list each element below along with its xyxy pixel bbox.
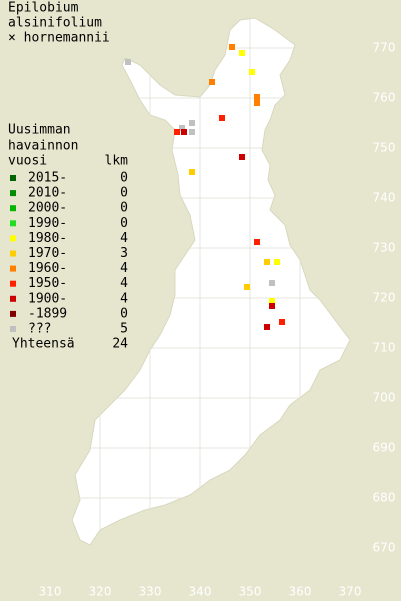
legend-label: 2010-	[28, 186, 67, 201]
legend-swatch	[10, 280, 16, 287]
occurrence-dot	[264, 324, 270, 330]
occurrence-dot	[264, 259, 270, 265]
y-tick-label: 770	[373, 41, 396, 55]
y-tick-label: 760	[373, 91, 396, 105]
occurrence-dot	[219, 115, 225, 121]
y-tick-label: 720	[373, 291, 396, 305]
legend-label: ???	[28, 322, 51, 337]
occurrence-dot	[181, 129, 187, 135]
occurrence-dot	[274, 259, 280, 265]
occurrence-dot	[254, 94, 260, 100]
occurrence-dot	[249, 69, 255, 75]
legend-count: 0	[120, 201, 128, 216]
legend-label: 1990-	[28, 216, 67, 231]
legend-label: 2000-	[28, 201, 67, 216]
occurrence-dot	[269, 280, 275, 286]
occurrence-dot	[254, 100, 260, 106]
legend-swatch	[10, 310, 16, 317]
x-tick-label: 360	[289, 585, 312, 599]
occurrence-dot	[254, 239, 260, 245]
occurrence-dot	[229, 44, 235, 50]
legend-count: 5	[120, 322, 128, 337]
legend-swatch	[10, 220, 16, 227]
y-tick-label: 730	[373, 241, 396, 255]
y-tick-label: 690	[373, 441, 396, 455]
y-tick-label: 670	[373, 541, 396, 555]
legend-swatch	[10, 235, 16, 242]
y-tick-label: 700	[373, 391, 396, 405]
y-tick-label: 710	[373, 341, 396, 355]
occurrence-dot	[125, 59, 131, 65]
x-tick-label: 350	[239, 585, 262, 599]
occurrence-dot	[279, 319, 285, 325]
legend-count: 0	[120, 216, 128, 231]
legend-count: 3	[120, 246, 128, 261]
legend-heading: havainnon	[8, 139, 78, 154]
title-line: alsinifolium	[8, 16, 102, 31]
occurrence-dot	[189, 169, 195, 175]
legend-count: 0	[120, 186, 128, 201]
legend-label: 1970-	[28, 246, 67, 261]
occurrence-dot	[189, 120, 195, 126]
legend-count: 4	[120, 231, 128, 246]
title-line: × hornemannii	[8, 31, 110, 46]
legend-count: 0	[120, 306, 128, 321]
y-tick-label: 750	[373, 141, 396, 155]
x-tick-label: 370	[339, 585, 362, 599]
x-tick-label: 330	[139, 585, 162, 599]
legend-swatch	[10, 190, 16, 197]
legend-count: 0	[120, 171, 128, 186]
legend-swatch	[10, 205, 16, 212]
x-tick-label: 310	[39, 585, 62, 599]
y-tick-label: 680	[373, 491, 396, 505]
legend-heading: lkm	[105, 154, 129, 169]
occurrence-dot	[239, 50, 245, 56]
legend-label: 1900-	[28, 291, 67, 306]
legend-label: 1980-	[28, 231, 67, 246]
total-count: 24	[112, 337, 128, 352]
occurrence-dot	[269, 303, 275, 309]
legend-heading: vuosi	[8, 154, 47, 169]
x-tick-label: 340	[189, 585, 212, 599]
occurrence-dot	[179, 125, 185, 131]
occurrence-dot	[209, 79, 215, 85]
occurrence-dot	[239, 154, 245, 160]
legend-count: 4	[120, 261, 128, 276]
occurrence-dot	[189, 129, 195, 135]
legend-count: 4	[120, 276, 128, 291]
x-tick-label: 320	[89, 585, 112, 599]
title-line: Epilobium	[8, 1, 79, 16]
occurrence-dot	[269, 298, 275, 304]
occurrence-dot	[174, 129, 180, 135]
legend-swatch	[10, 295, 16, 302]
legend-swatch	[10, 250, 16, 257]
legend-label: -1899	[28, 306, 67, 321]
legend-label: 1950-	[28, 276, 67, 291]
occurrence-dot	[244, 284, 250, 290]
legend-label: 1960-	[28, 261, 67, 276]
legend-swatch	[10, 326, 16, 332]
y-tick-label: 740	[373, 191, 396, 205]
total-label: Yhteensä	[12, 337, 75, 352]
legend-swatch	[10, 175, 16, 181]
legend-heading: Uusimman	[8, 123, 71, 138]
legend-count: 4	[120, 291, 128, 306]
legend-swatch	[10, 265, 16, 272]
legend-label: 2015-	[28, 171, 67, 186]
